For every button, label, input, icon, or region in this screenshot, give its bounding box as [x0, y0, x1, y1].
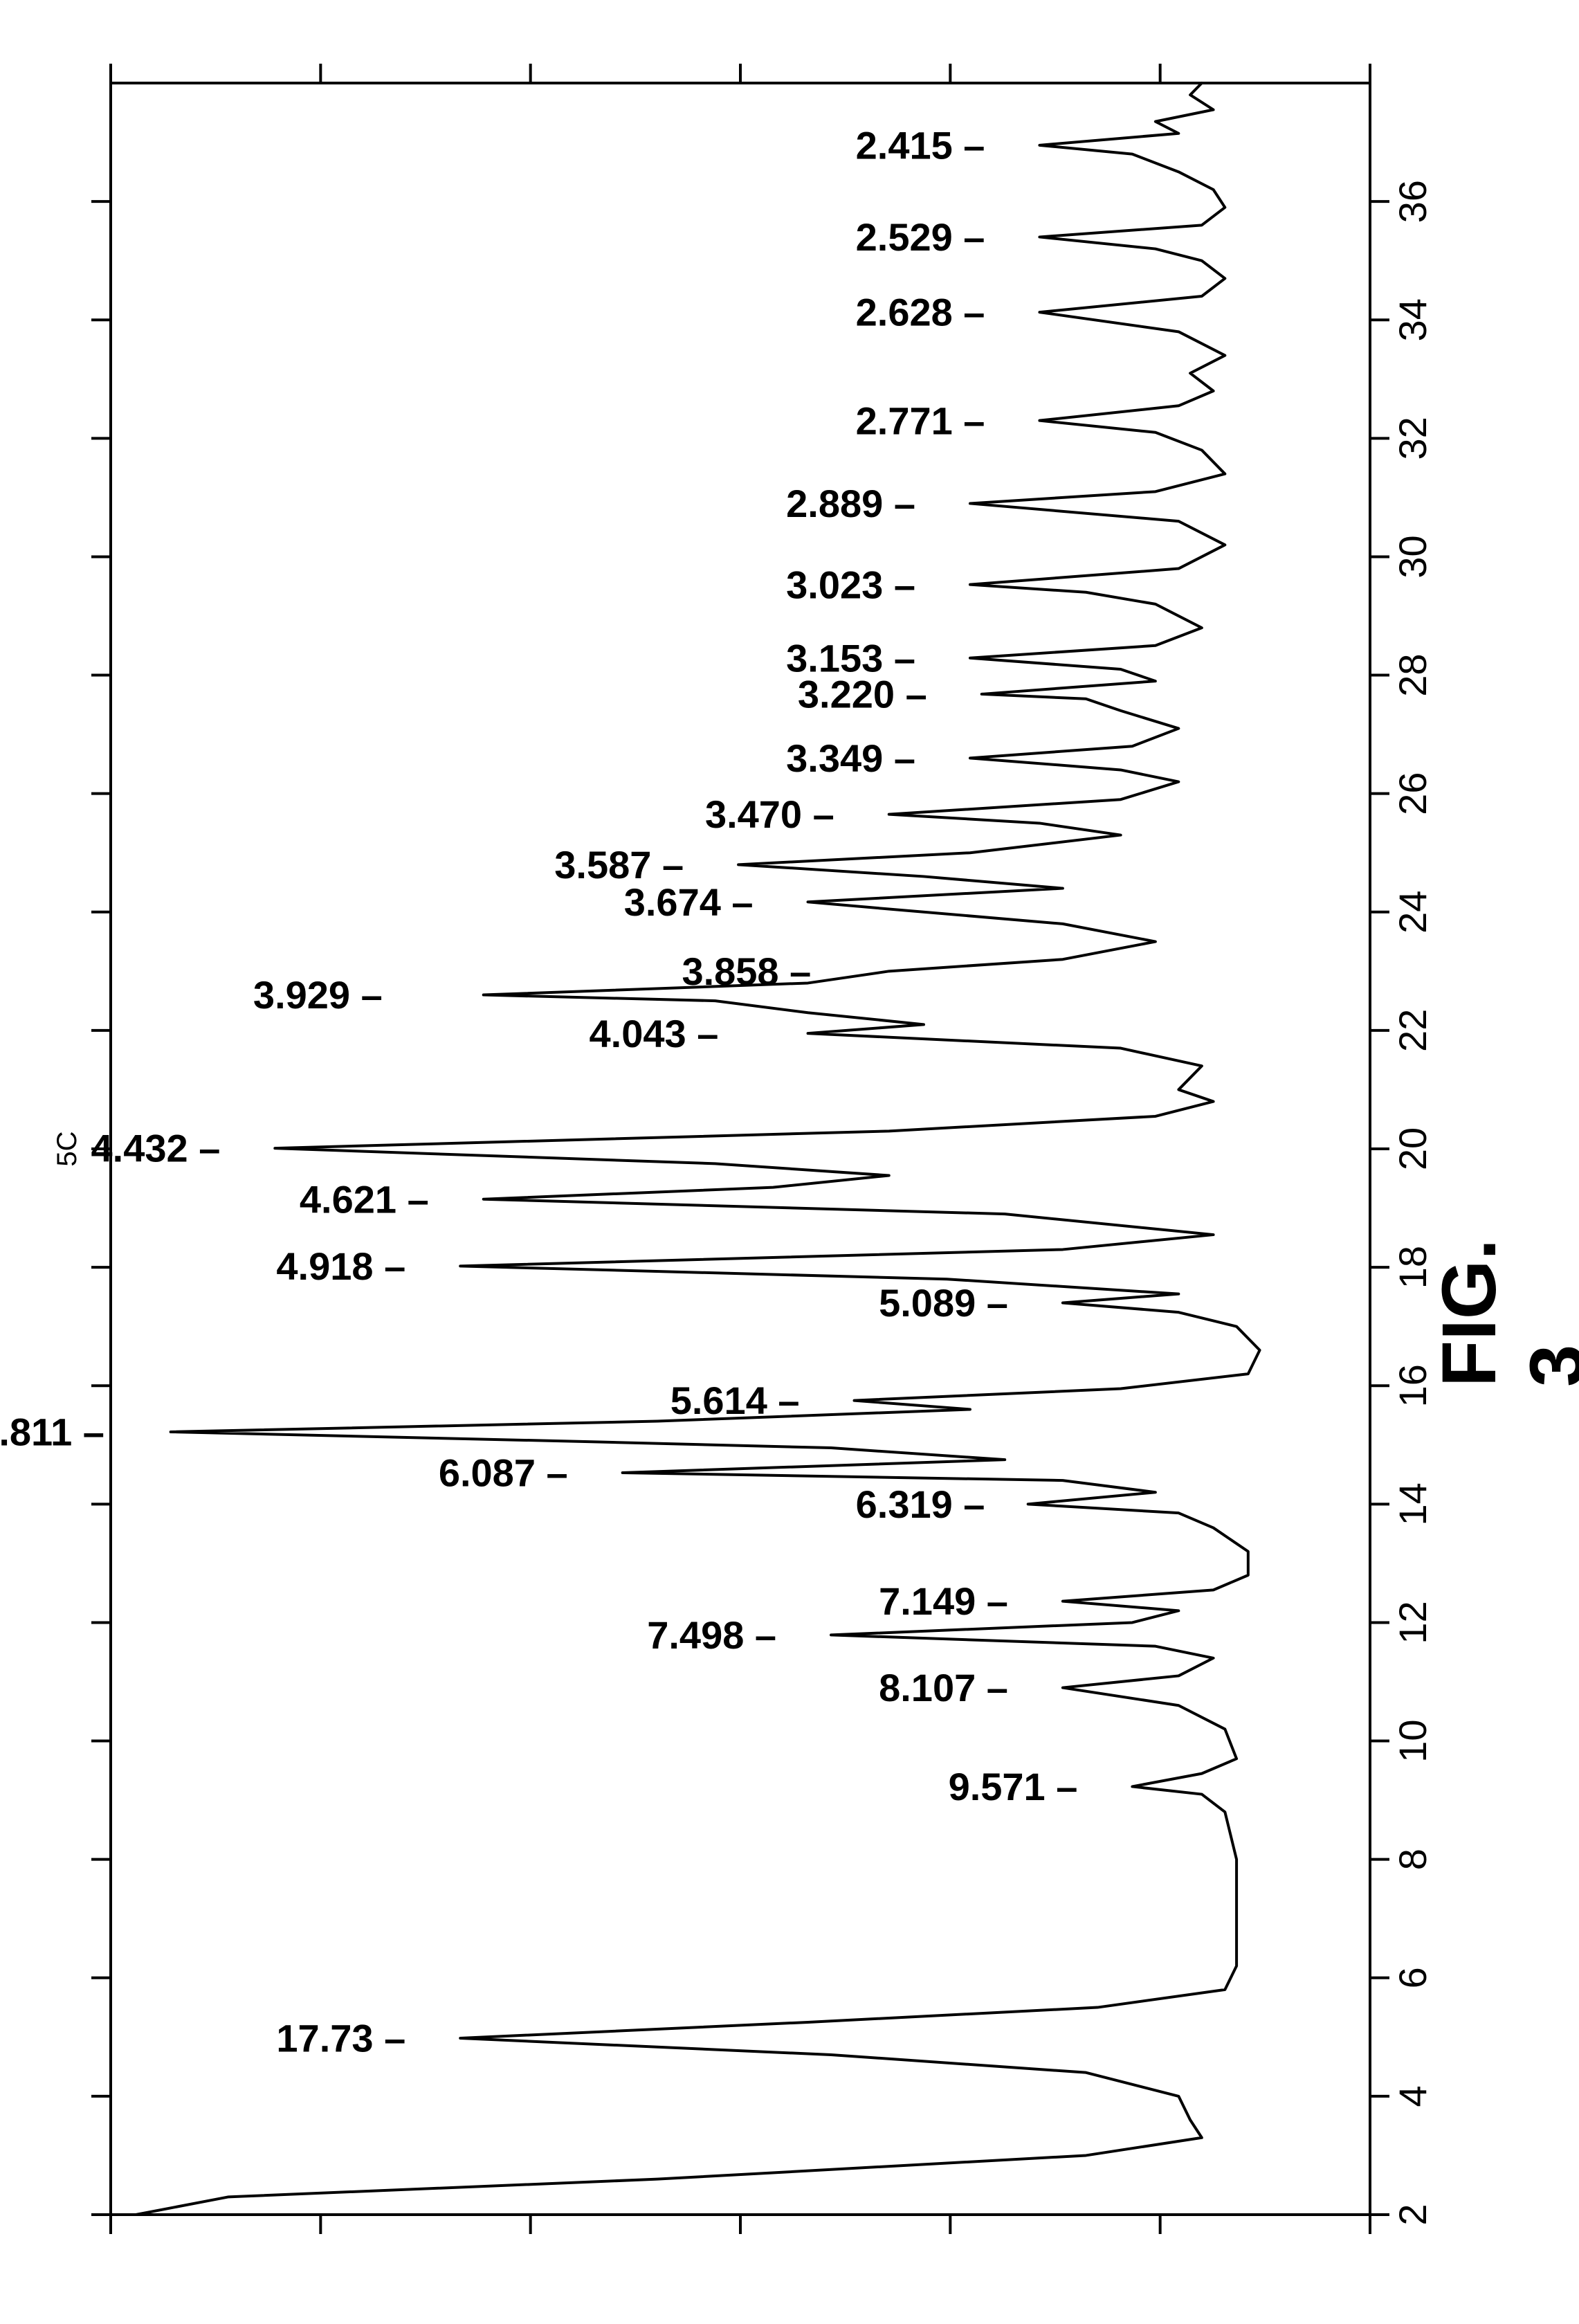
x-tick-label: 20: [1391, 1127, 1434, 1170]
peak-label: 3.929 –: [253, 973, 383, 1017]
peak-label: 4.918 –: [276, 1244, 405, 1288]
peak-label: 8.107 –: [879, 1666, 1008, 1709]
x-tick-label: 24: [1391, 891, 1434, 934]
peak-label: 3.153 –: [786, 636, 915, 680]
peak-label: 4.432 –: [91, 1127, 221, 1170]
x-tick-label: 14: [1391, 1482, 1434, 1525]
peak-label: 2.889 –: [786, 482, 915, 525]
peak-label: 7.149 –: [879, 1579, 1008, 1623]
x-tick-label: 34: [1391, 298, 1434, 341]
page: 246810121416182022242628303234365C17.73 …: [0, 0, 1579, 2324]
peak-label: 2.771 –: [856, 399, 985, 442]
peak-label: 3.674 –: [624, 880, 754, 924]
peak-label: 2.529 –: [856, 215, 985, 259]
peak-label: 2.415 –: [856, 123, 985, 167]
peak-label: 5.614 –: [670, 1379, 800, 1422]
x-tick-label: 12: [1391, 1601, 1434, 1644]
x-tick-label: 30: [1391, 535, 1434, 578]
x-tick-label: 22: [1391, 1009, 1434, 1052]
peak-label: 5.811 –: [0, 1410, 104, 1454]
x-tick-label: 32: [1391, 417, 1434, 460]
peak-label: 3.349 –: [786, 736, 915, 780]
x-tick-label: 2: [1391, 2204, 1434, 2225]
peak-label: 3.858 –: [682, 950, 811, 993]
peak-label: 5.089 –: [879, 1281, 1008, 1325]
x-tick-label: 10: [1391, 1719, 1434, 1762]
peak-label: 17.73 –: [276, 2017, 405, 2060]
peak-label: 6.087 –: [439, 1451, 568, 1495]
peak-label: 9.571 –: [949, 1765, 1078, 1808]
x-tick-label: 4: [1391, 2085, 1434, 2107]
x-tick-label: 6: [1391, 1967, 1434, 1988]
peak-label: 4.043 –: [590, 1012, 719, 1055]
intensity-axis-label: 5C: [52, 1131, 82, 1166]
peak-label: 3.587 –: [554, 843, 684, 887]
peak-label: 6.319 –: [856, 1482, 985, 1526]
xrd-chart: 246810121416182022242628303234365C17.73 …: [0, 0, 1579, 2324]
peak-label: 4.621 –: [300, 1177, 429, 1221]
x-tick-label: 26: [1391, 772, 1434, 815]
x-tick-label: 36: [1391, 180, 1434, 223]
x-tick-label: 28: [1391, 653, 1434, 696]
peak-label: 3.470 –: [705, 792, 834, 836]
peak-label: 7.498 –: [647, 1613, 776, 1657]
spectrum-trace: [136, 83, 1259, 2215]
x-tick-label: 8: [1391, 1849, 1434, 1870]
peak-label: 3.023 –: [786, 563, 915, 606]
peak-label: 2.628 –: [856, 291, 985, 334]
figure-label: FIG. 3: [1425, 1239, 1579, 1387]
